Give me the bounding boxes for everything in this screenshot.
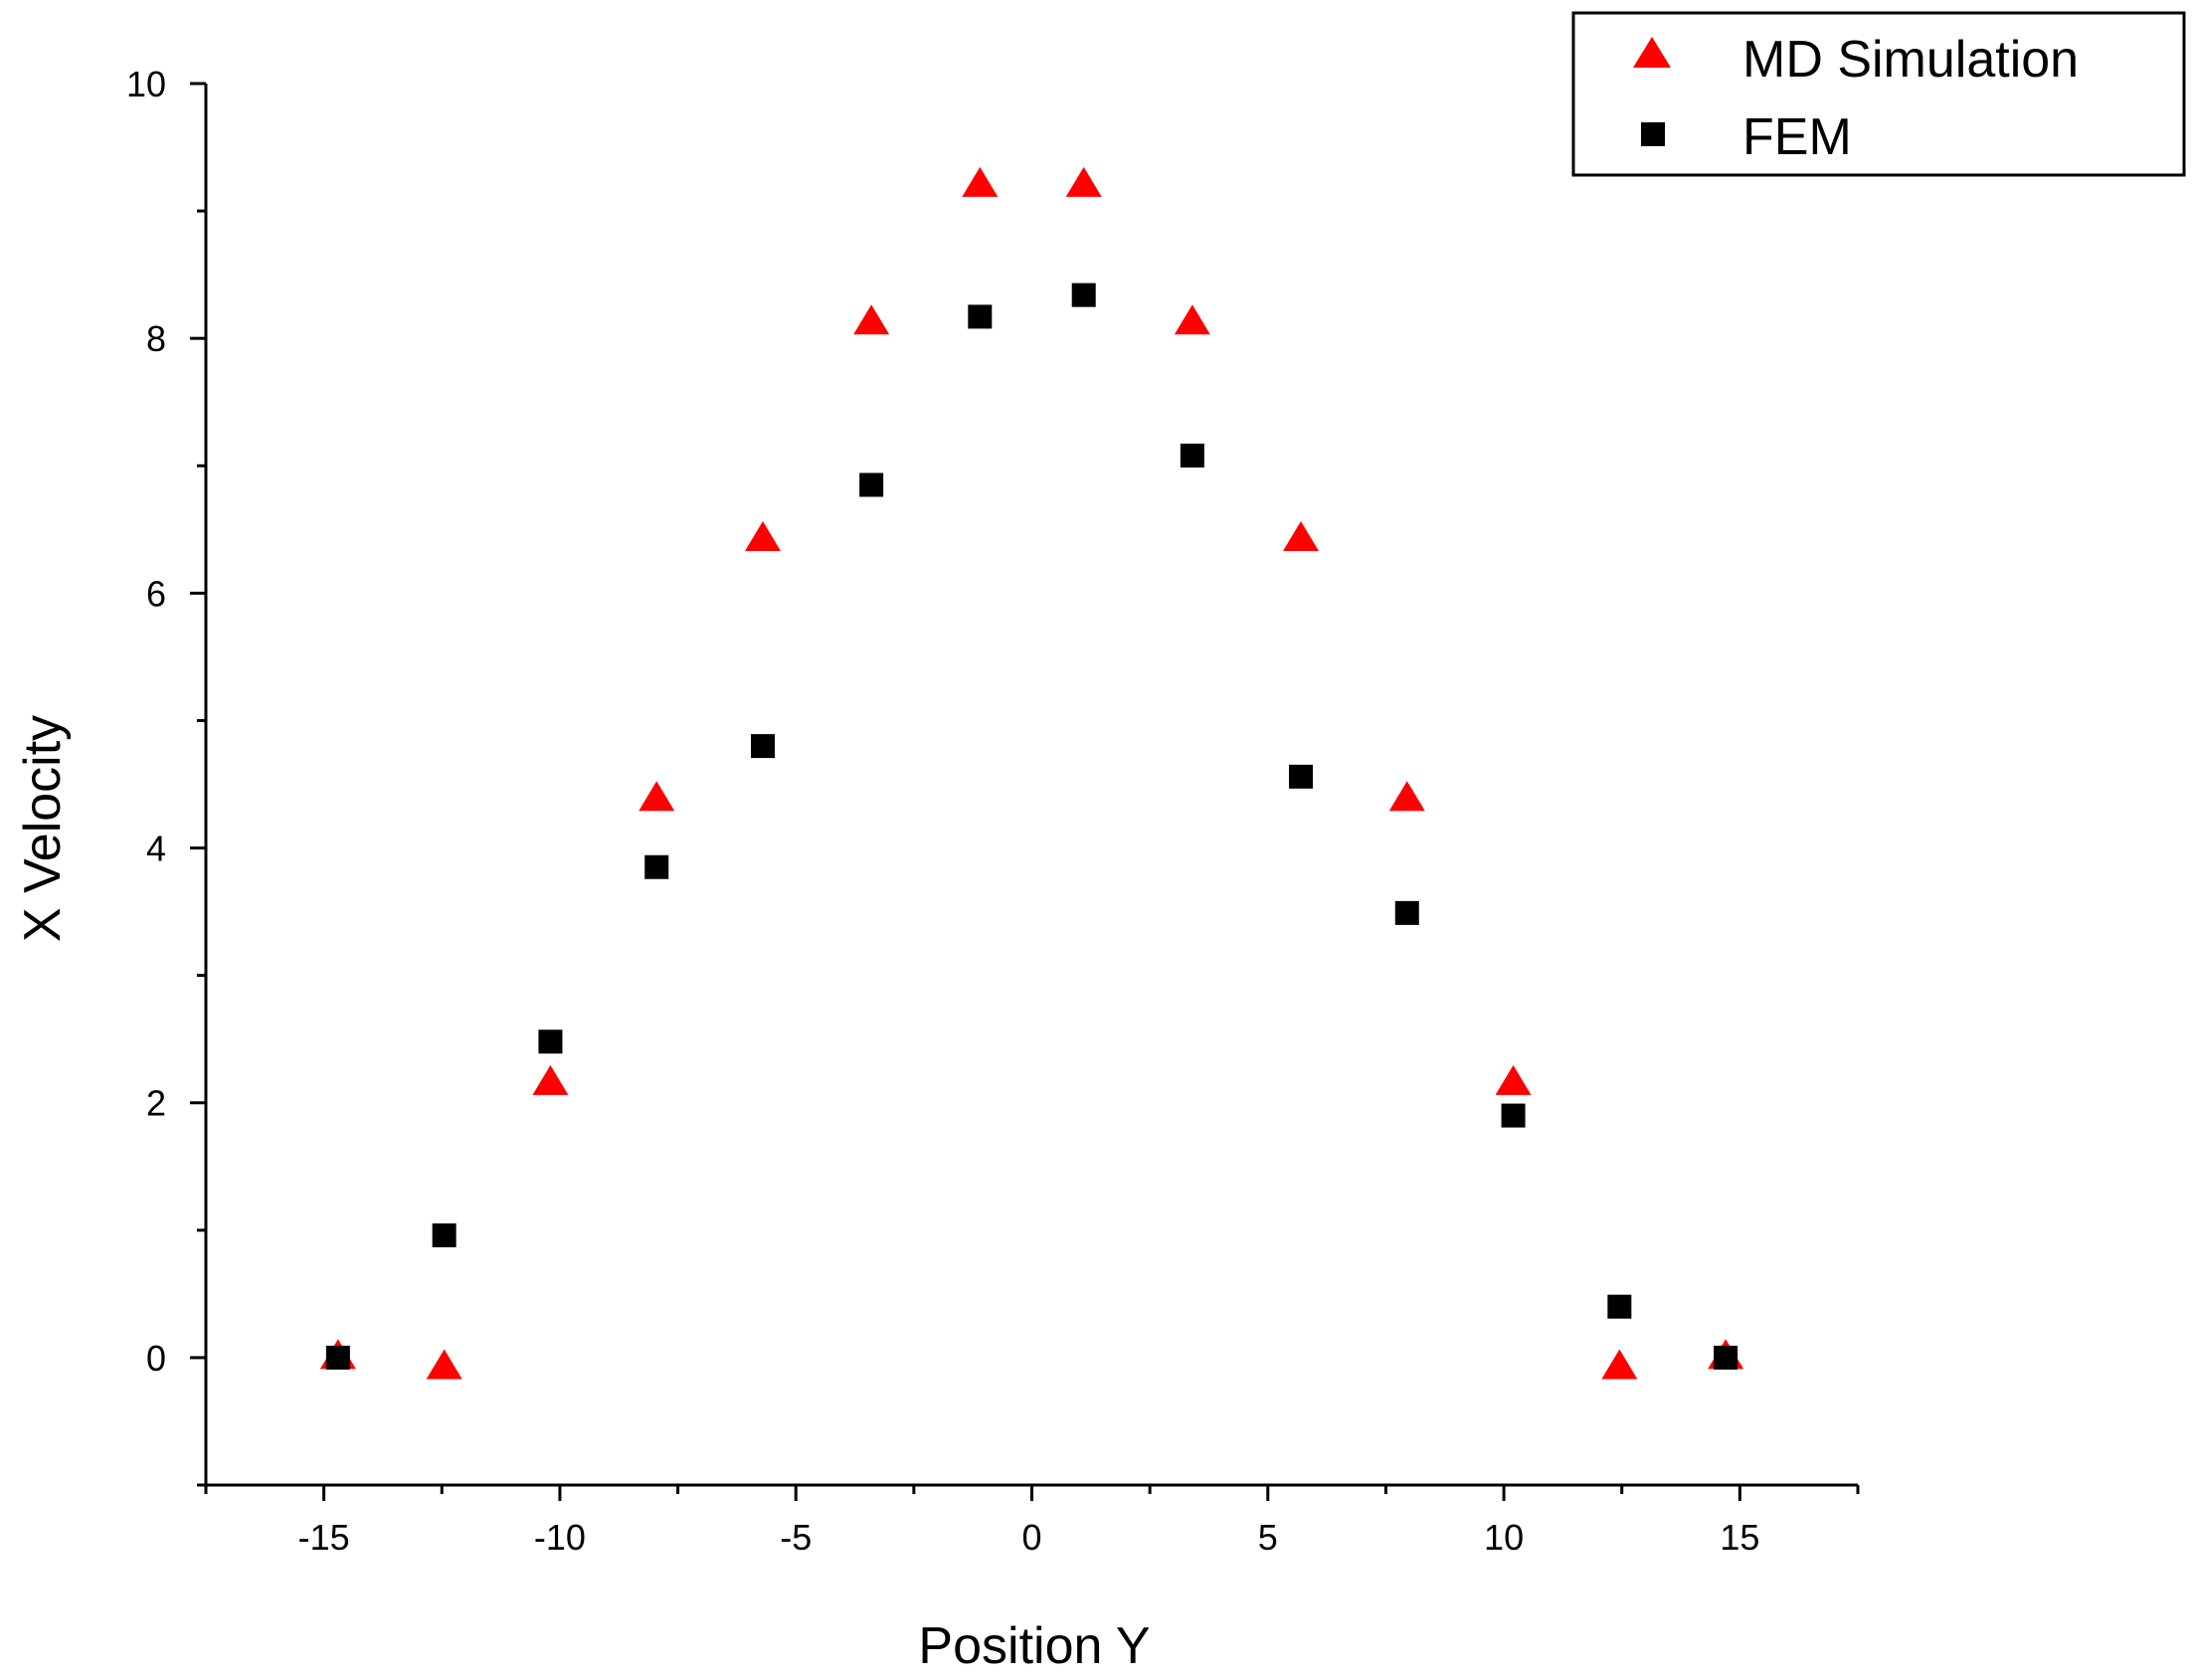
x-tick-label: 0 [1021,1517,1041,1558]
fem-point [1394,900,1419,925]
legend-label-md-simulation: MD Simulation [1742,31,2079,89]
y-tick-label: 8 [146,318,166,359]
fem-point [1714,1345,1738,1370]
fem-point [1180,444,1204,468]
y-tick-label: 2 [146,1083,166,1124]
x-tick-label: -10 [534,1517,586,1558]
x-tick-label: 5 [1258,1517,1278,1558]
legend-triangle-icon [1633,37,1671,68]
y-tick-label: 4 [146,829,166,869]
fem-point [1071,282,1096,307]
legend-square-icon [1641,122,1665,146]
md-simulation-point [1283,520,1320,551]
fem-point [538,1029,563,1054]
y-tick-label: 0 [146,1338,166,1379]
x-tick-label: -5 [780,1517,812,1558]
legend: MD Simulation FEM [1571,11,2186,177]
md-simulation-point [1174,304,1210,335]
md-simulation-point [744,520,781,551]
md-simulation-point [1388,781,1425,812]
series-fem [325,282,1738,1370]
legend-label-fem: FEM [1742,108,1852,166]
fem-point [432,1222,457,1247]
fem-point [1607,1294,1632,1319]
md-simulation-point [962,166,999,197]
fem-point [859,472,884,497]
fem-point [750,734,775,759]
md-simulation-point [639,781,675,812]
y-axis: 0 2 4 6 8 10 [126,64,208,1487]
fem-point [325,1345,350,1370]
y-axis-title: X Velocity [14,715,72,942]
x-axis: -15 -10 -5 0 5 10 15 [204,1483,1860,1558]
md-simulation-point [1601,1349,1638,1380]
y-tick-label: 6 [146,573,166,614]
y-tick-label: 10 [126,64,166,104]
md-simulation-point [853,304,890,335]
md-simulation-point [1495,1064,1532,1095]
md-simulation-point [532,1064,569,1095]
data-markers [319,166,1744,1380]
x-tick-label: -15 [298,1517,350,1558]
legend-box [1571,11,2186,177]
md-simulation-point [426,1349,462,1380]
x-tick-label: 10 [1484,1517,1524,1558]
series-md-simulation [319,166,1744,1380]
x-tick-label: 15 [1720,1517,1759,1558]
fem-point [1501,1103,1526,1128]
fem-point [968,304,993,329]
md-simulation-point [1065,166,1102,197]
fem-point [1289,764,1314,789]
x-axis-title: Position Y [918,1617,1150,1675]
fem-point [644,854,669,879]
